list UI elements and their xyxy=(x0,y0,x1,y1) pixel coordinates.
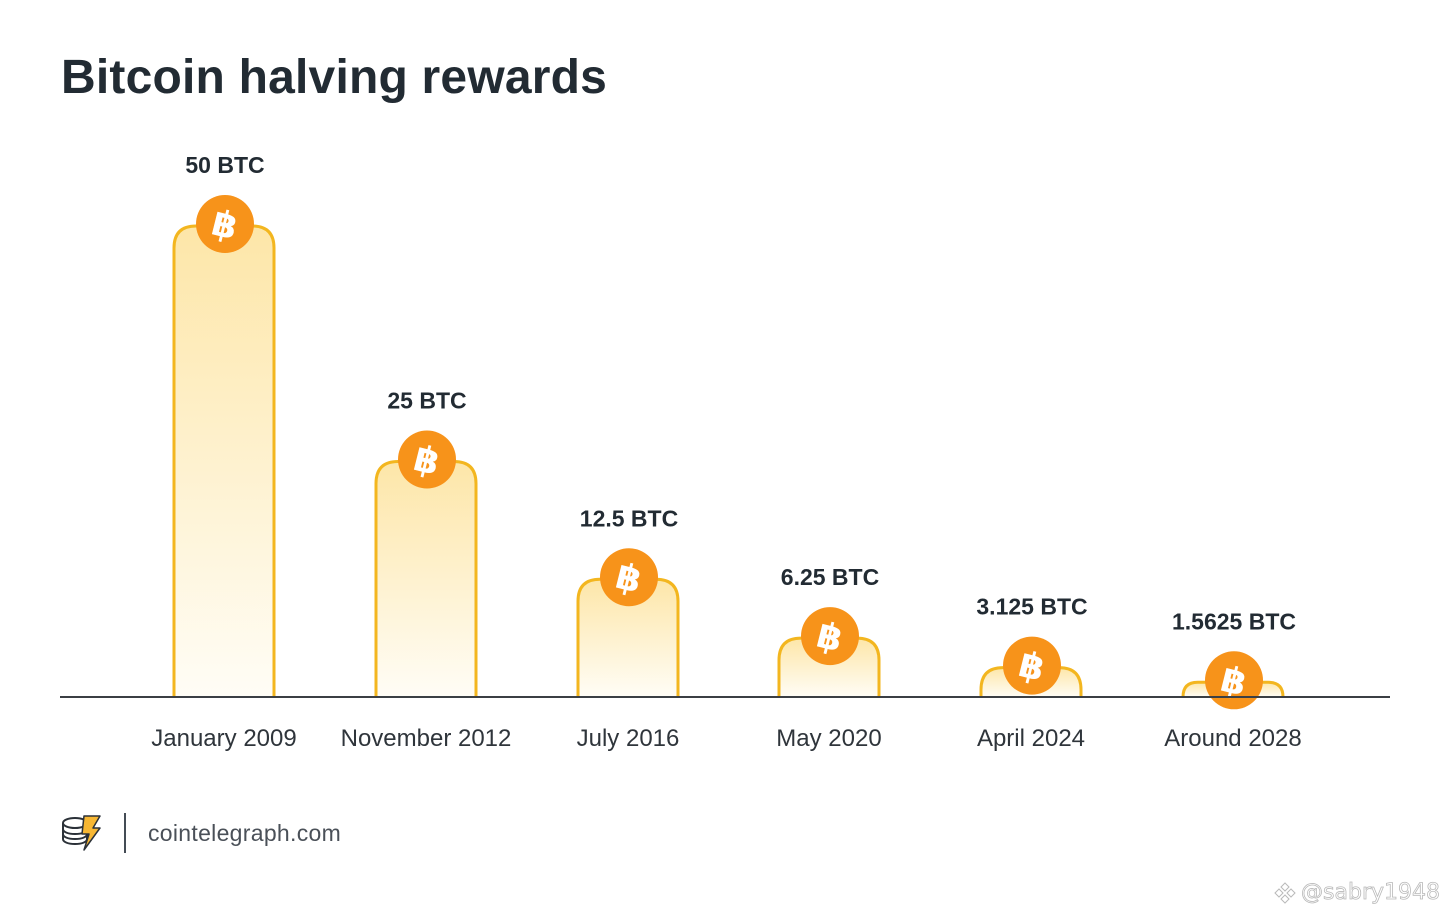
bitcoin-icon: ฿ xyxy=(1003,636,1061,695)
cointelegraph-logo-icon xyxy=(62,815,101,851)
category-label-4: April 2024 xyxy=(977,725,1085,752)
bitcoin-icon: ฿ xyxy=(600,548,658,607)
bar-0 xyxy=(174,226,274,697)
bitcoin-icon: ฿ xyxy=(1205,651,1263,710)
site-url[interactable]: cointelegraph.com xyxy=(148,819,342,846)
bar-3 xyxy=(779,638,879,697)
bitcoin-icon: ฿ xyxy=(196,195,254,253)
value-label-3: 6.25 BTC xyxy=(781,564,879,590)
bitcoin-icon: ฿ xyxy=(801,607,859,666)
watermark-handle: @sabry1948 xyxy=(1301,880,1441,906)
category-label-5: Around 2028 xyxy=(1164,725,1301,752)
bar-1 xyxy=(376,461,476,697)
value-label-2: 12.5 BTC xyxy=(580,505,678,531)
bar-2 xyxy=(578,579,678,697)
category-label-1: November 2012 xyxy=(341,725,512,752)
watermark: @sabry1948 xyxy=(1273,880,1440,905)
value-label-1: 25 BTC xyxy=(387,388,466,414)
bitcoin-icon: ฿ xyxy=(398,430,456,489)
chart-title: Bitcoin halving rewards xyxy=(61,51,608,104)
value-label-0: 50 BTC xyxy=(185,152,264,178)
footer: cointelegraph.com xyxy=(58,810,341,856)
category-label-2: July 2016 xyxy=(577,725,680,752)
binance-square-icon xyxy=(1274,881,1296,904)
footer-divider xyxy=(124,813,126,853)
value-label-5: 1.5625 BTC xyxy=(1172,608,1296,634)
category-label-0: January 2009 xyxy=(151,725,296,752)
category-label-3: May 2020 xyxy=(776,725,881,752)
value-label-4: 3.125 BTC xyxy=(976,594,1087,620)
